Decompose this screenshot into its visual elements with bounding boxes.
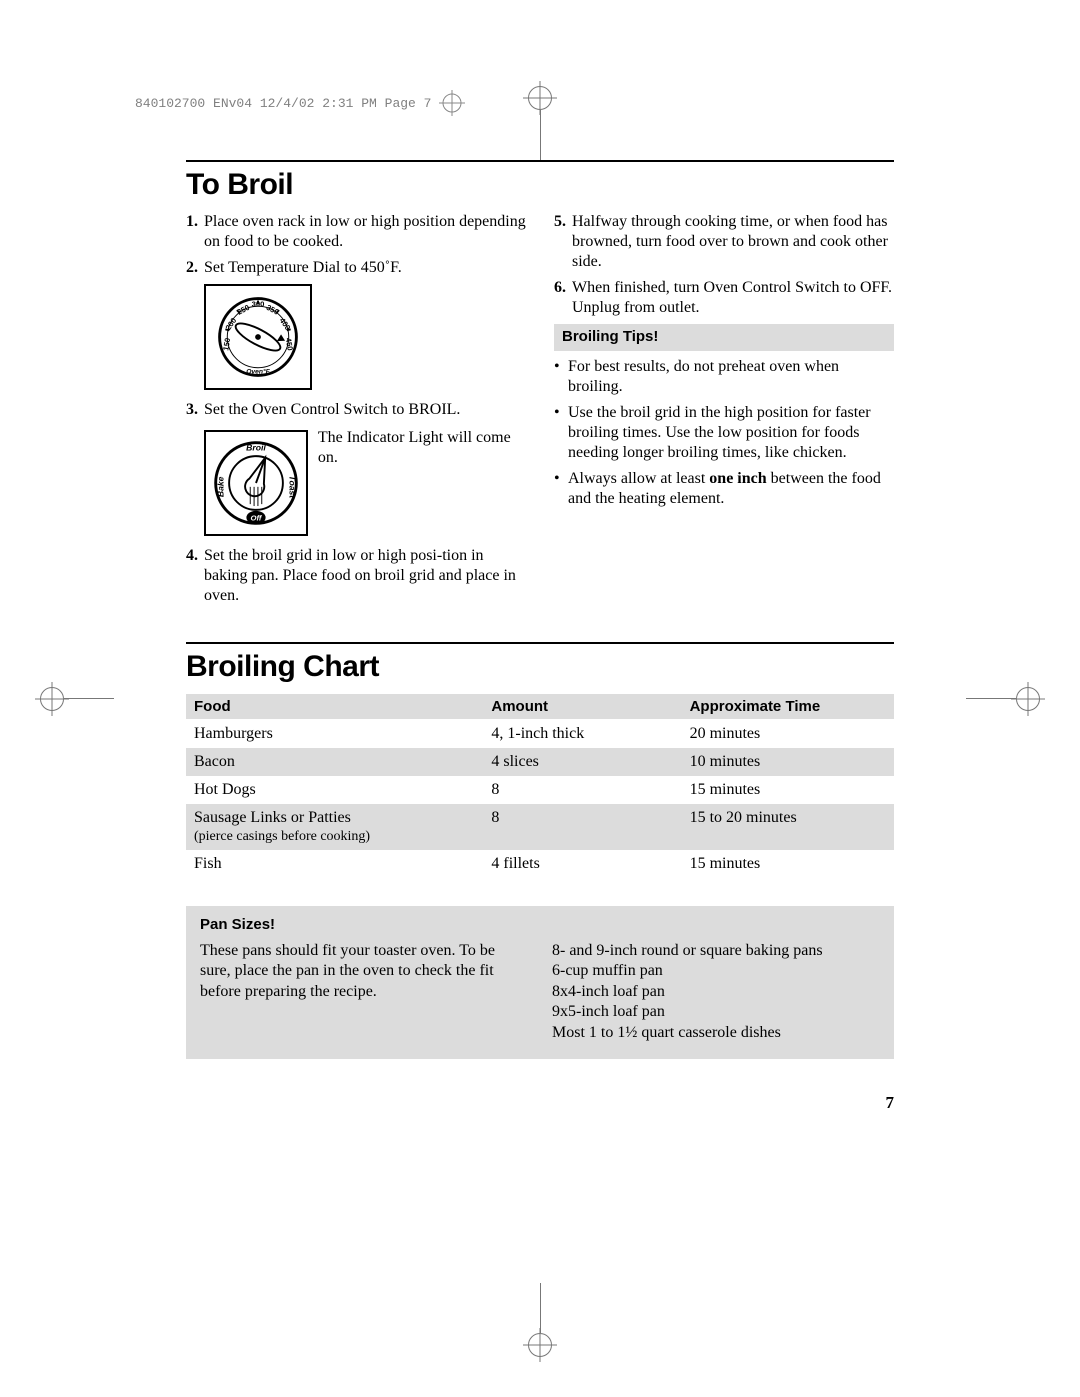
cell-time: 20 minutes: [682, 720, 894, 749]
step-2-num: 2.: [186, 258, 204, 278]
cell-time: 15 minutes: [682, 776, 894, 804]
crop-mark-left: [40, 687, 114, 711]
pan-item: Most 1 to 1½ quart casserole dishes: [552, 1023, 880, 1043]
pan-sizes-left: These pans should fit your toaster oven.…: [200, 941, 528, 1043]
step-5: 5. Halfway through cooking time, or when…: [554, 212, 894, 272]
step-4: 4. Set the broil grid in low or high pos…: [186, 546, 526, 606]
step-6-num: 6.: [554, 278, 572, 318]
step-3-extra-text: The Indicator Light will come on.: [318, 426, 526, 468]
bullet-icon: •: [554, 469, 568, 509]
table-row: Hot Dogs 8 15 minutes: [186, 776, 894, 804]
crop-mark-top: [528, 86, 552, 160]
bullet-icon: •: [554, 357, 568, 397]
broiling-tips-header: Broiling Tips!: [554, 324, 894, 351]
step-4-num: 4.: [186, 546, 204, 606]
cell-food-note: (pierce casings before cooking): [194, 829, 370, 844]
step-6: 6. When finished, turn Oven Control Swit…: [554, 278, 894, 318]
print-header: 840102700 ENv04 12/4/02 2:31 PM Page 7: [135, 90, 465, 116]
table-header-row: Food Amount Approximate Time: [186, 694, 894, 720]
step-2: 2. Set Temperature Dial to 450˚F.: [186, 258, 526, 278]
rule-top: [186, 160, 894, 162]
step-5-text: Halfway through cooking time, or when fo…: [572, 212, 894, 272]
tip-1: • For best results, do not preheat oven …: [554, 357, 894, 397]
control-switch-figure: Bake Broil Toast Off: [204, 430, 308, 536]
step-1: 1. Place oven rack in low or high positi…: [186, 212, 526, 252]
cell-food: Hamburgers: [194, 725, 273, 742]
table-row: Fish 4 fillets 15 minutes: [186, 850, 894, 878]
cell-food: Sausage Links or Patties: [194, 809, 351, 826]
table-row: Sausage Links or Patties (pierce casings…: [186, 804, 894, 850]
rule-chart: [186, 642, 894, 644]
cell-amount: 8: [483, 776, 681, 804]
pan-sizes-title: Pan Sizes!: [200, 916, 880, 933]
tip-1-text: For best results, do not preheat oven wh…: [568, 358, 839, 395]
tip-2: • Use the broil grid in the high positio…: [554, 403, 894, 463]
heading-broiling-chart: Broiling Chart: [186, 650, 894, 684]
svg-text:Oven°F: Oven°F: [246, 367, 270, 375]
step-4-text: Set the broil grid in low or high posi-t…: [204, 546, 526, 606]
svg-text:Broil: Broil: [246, 442, 266, 452]
crop-small-icon: [439, 90, 465, 116]
broiling-chart-table: Food Amount Approximate Time Hamburgers …: [186, 694, 894, 878]
pan-item: 9x5-inch loaf pan: [552, 1002, 880, 1022]
print-header-text: 840102700 ENv04 12/4/02 2:31 PM Page 7: [135, 96, 431, 111]
bullet-icon: •: [554, 403, 568, 463]
step-2-text: Set Temperature Dial to 450˚F.: [204, 258, 402, 278]
step-5-num: 5.: [554, 212, 572, 272]
cell-food: Fish: [194, 855, 222, 872]
step-3-num: 3.: [186, 400, 204, 420]
tip-3: • Always allow at least one inch between…: [554, 469, 894, 509]
step-1-num: 1.: [186, 212, 204, 252]
pan-item: 8x4-inch loaf pan: [552, 982, 880, 1002]
page-content: To Broil 1. Place oven rack in low or hi…: [186, 160, 894, 1059]
broil-columns: 1. Place oven rack in low or high positi…: [186, 212, 894, 612]
th-time: Approximate Time: [682, 694, 894, 720]
table-row: Hamburgers 4, 1-inch thick 20 minutes: [186, 720, 894, 749]
cell-time: 15 minutes: [682, 850, 894, 878]
broiling-tips-list: • For best results, do not preheat oven …: [554, 357, 894, 509]
crop-mark-right: [966, 687, 1040, 711]
pan-item: 8- and 9-inch round or square baking pan…: [552, 941, 880, 961]
pan-item: 6-cup muffin pan: [552, 961, 880, 981]
table-body: Hamburgers 4, 1-inch thick 20 minutes Ba…: [186, 720, 894, 879]
th-food: Food: [186, 694, 483, 720]
cell-food: Bacon: [194, 753, 235, 770]
step-6-text: When finished, turn Oven Control Switch …: [572, 278, 894, 318]
tip-3-pre: Always allow at least: [568, 470, 709, 487]
cell-amount: 8: [483, 804, 681, 850]
step-3: 3. Set the Oven Control Switch to BROIL.: [186, 400, 526, 420]
tip-3-bold: one inch: [709, 470, 766, 487]
svg-text:Toast: Toast: [288, 475, 298, 499]
table-row: Bacon 4 slices 10 minutes: [186, 748, 894, 776]
heading-to-broil: To Broil: [186, 168, 894, 202]
svg-text:Bake: Bake: [215, 476, 225, 497]
control-switch-dial-icon: Bake Broil Toast Off: [208, 435, 304, 531]
broil-col-left: 1. Place oven rack in low or high positi…: [186, 212, 526, 612]
step-3-text: Set the Oven Control Switch to BROIL.: [204, 400, 460, 420]
temperature-dial-icon: 150 200 250 300 350 400 450 Oven°F: [210, 289, 306, 385]
temperature-dial-figure: 150 200 250 300 350 400 450 Oven°F: [204, 284, 312, 390]
step-3-figure-row: Bake Broil Toast Off: [186, 426, 526, 546]
broil-col-right: 5. Halfway through cooking time, or when…: [554, 212, 894, 612]
cell-food: Hot Dogs: [194, 781, 256, 798]
cell-time: 10 minutes: [682, 748, 894, 776]
cell-time: 15 to 20 minutes: [682, 804, 894, 850]
broiling-chart-section: Broiling Chart Food Amount Approximate T…: [186, 642, 894, 1059]
page-number: 7: [886, 1093, 895, 1113]
cell-amount: 4 slices: [483, 748, 681, 776]
pan-sizes-box: Pan Sizes! These pans should fit your to…: [186, 906, 894, 1059]
cell-amount: 4 fillets: [483, 850, 681, 878]
crop-mark-bottom: [528, 1283, 552, 1357]
step-1-text: Place oven rack in low or high position …: [204, 212, 526, 252]
cell-amount: 4, 1-inch thick: [483, 720, 681, 749]
pan-sizes-right: 8- and 9-inch round or square baking pan…: [552, 941, 880, 1043]
svg-text:Off: Off: [250, 513, 262, 522]
pan-sizes-columns: These pans should fit your toaster oven.…: [200, 941, 880, 1043]
tip-2-text: Use the broil grid in the high position …: [568, 404, 871, 461]
th-amount: Amount: [483, 694, 681, 720]
